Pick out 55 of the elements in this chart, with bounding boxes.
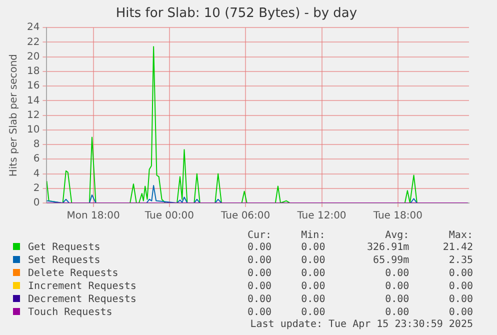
- legend-label: Increment Requests: [27, 280, 138, 293]
- text: 0.00: [384, 280, 410, 293]
- legend-label: Touch Requests: [27, 306, 114, 319]
- text: Min:: [300, 229, 326, 241]
- y-tick-label: 14: [26, 95, 40, 106]
- text: 0.00: [246, 280, 273, 293]
- text: 0.00: [448, 293, 474, 306]
- text: 0.00: [246, 293, 273, 306]
- text: 0.00: [246, 306, 273, 319]
- y-tick-label: 20: [26, 51, 40, 62]
- x-tick-label: Tue 06:00: [220, 210, 270, 222]
- text: 0.00: [384, 293, 410, 306]
- y-tick-label: 0: [33, 198, 40, 209]
- y-tick-label: 8: [33, 139, 40, 150]
- legend-label: Decrement Requests: [27, 293, 138, 306]
- chart-title: Hits for Slab: 10 (752 Bytes) - by day: [116, 6, 358, 22]
- text: 65.99m: [372, 254, 410, 267]
- text: 0.00: [448, 306, 474, 319]
- text: 0.00: [300, 293, 326, 306]
- x-tick-label: Tue 12:00: [296, 210, 346, 222]
- y-tick-label: 12: [26, 110, 40, 121]
- y-tick-label: 10: [26, 124, 40, 136]
- legend-label: Set Requests: [27, 254, 102, 267]
- text: Max:: [448, 229, 474, 241]
- y-tick-label: 6: [33, 154, 40, 165]
- text: 0.00: [384, 267, 410, 280]
- text: Cur:: [246, 229, 273, 241]
- legend-label: Get Requests: [27, 241, 102, 254]
- text: 0.00: [300, 306, 326, 319]
- x-tick-label: Tue 00:00: [144, 210, 194, 222]
- text: 0.00: [384, 306, 410, 319]
- y-tick-label: 4: [33, 168, 40, 180]
- x-tick-label: Mon 18:00: [66, 210, 120, 222]
- x-tick-label: Tue 18:00: [372, 210, 422, 222]
- text: 0.00: [246, 254, 273, 267]
- legend-label: Delete Requests: [27, 267, 120, 280]
- text: 0.00: [448, 280, 474, 293]
- y-tick-label: 18: [26, 66, 40, 78]
- text: Last update: Tue Apr 15 23:30:59 2025: [249, 319, 474, 330]
- text: 326.91m: [366, 241, 410, 254]
- y-tick-label: 2: [33, 182, 40, 194]
- text: 0.00: [246, 241, 273, 254]
- text: 2.35: [448, 254, 474, 267]
- text: 0.00: [300, 280, 326, 293]
- text: 0.00: [448, 267, 474, 280]
- y-axis-title: Hits per Slab per second: [8, 54, 20, 177]
- text: Avg:: [384, 229, 410, 241]
- text: 0.00: [246, 267, 273, 280]
- y-tick-label: 24: [26, 22, 40, 34]
- text: 0.00: [300, 241, 326, 254]
- y-tick-label: 22: [26, 36, 40, 48]
- text: 21.42: [442, 241, 474, 254]
- text: 0.00: [300, 267, 326, 280]
- text: 0.00: [300, 254, 326, 267]
- y-tick-label: 16: [26, 80, 40, 92]
